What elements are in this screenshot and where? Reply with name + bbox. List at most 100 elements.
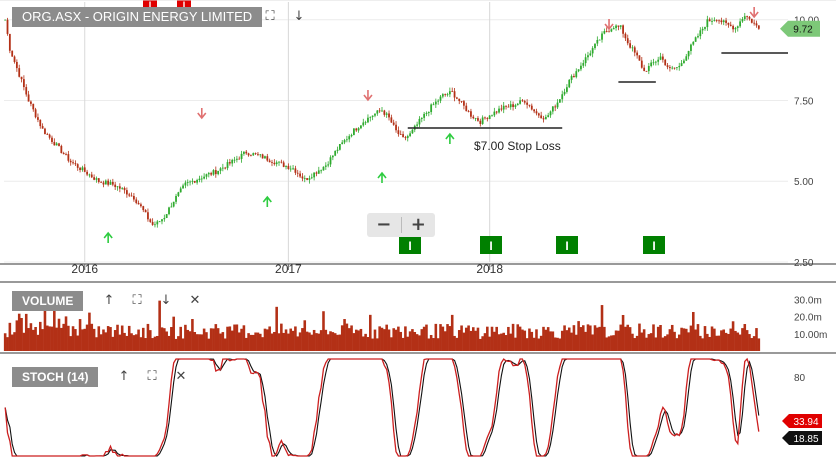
volume-arrow-up-icon[interactable]: ↑ bbox=[103, 293, 115, 308]
stoch-series bbox=[4, 357, 760, 457]
volume-bar bbox=[111, 336, 115, 351]
stoch-expand-icon[interactable]: ⛶ bbox=[147, 369, 157, 384]
volume-bar bbox=[378, 326, 381, 351]
expand-icon[interactable]: ⛶ bbox=[265, 9, 275, 24]
volume-bar bbox=[383, 329, 386, 351]
candle-body bbox=[678, 65, 681, 68]
volume-bar bbox=[230, 330, 234, 351]
volume-bar bbox=[6, 337, 9, 351]
volume-bar bbox=[116, 324, 119, 351]
event-marker-green: I bbox=[399, 236, 421, 254]
arrow-down-icon[interactable]: ↓ bbox=[293, 9, 305, 24]
volume-bar bbox=[397, 326, 400, 351]
candle-body bbox=[34, 109, 37, 118]
volume-bar bbox=[10, 334, 14, 351]
volume-arrow-down-icon[interactable]: ↓ bbox=[160, 293, 172, 308]
volume-bar bbox=[663, 336, 667, 351]
event-marker-green: I bbox=[643, 236, 665, 254]
candle-body bbox=[240, 153, 243, 159]
volume-bar bbox=[497, 334, 501, 351]
volume-bar bbox=[254, 332, 257, 351]
candle-body bbox=[268, 160, 271, 163]
volume-bar bbox=[638, 323, 641, 351]
volume-bar bbox=[347, 328, 351, 351]
stoch-arrow-up-icon[interactable]: ↑ bbox=[118, 369, 130, 384]
stoch-close-icon[interactable]: ✕ bbox=[175, 369, 187, 384]
volume-bar bbox=[596, 327, 599, 351]
volume-bar bbox=[490, 326, 494, 351]
volume-bar bbox=[60, 327, 63, 351]
volume-bar bbox=[607, 336, 611, 351]
candle-body bbox=[537, 113, 540, 116]
volume-bar bbox=[34, 327, 37, 351]
volume-bar bbox=[467, 325, 470, 351]
volume-bar bbox=[514, 337, 517, 351]
volume-bar bbox=[677, 334, 681, 351]
volume-bar bbox=[322, 311, 325, 351]
candle-body bbox=[755, 23, 758, 26]
candle-body bbox=[650, 62, 653, 66]
candle-body bbox=[444, 94, 447, 95]
volume-bar bbox=[259, 333, 262, 351]
candle-body bbox=[369, 116, 372, 118]
candle-body bbox=[343, 140, 346, 143]
candle-body bbox=[610, 29, 613, 32]
candle-body bbox=[137, 202, 140, 205]
candle-body bbox=[392, 122, 395, 125]
sell-signal-arrow bbox=[749, 7, 759, 19]
volume-bar bbox=[237, 332, 241, 351]
candle-body bbox=[605, 31, 608, 32]
candle-body bbox=[118, 186, 121, 189]
candle-body bbox=[757, 25, 760, 29]
candle-body bbox=[104, 180, 107, 185]
volume-bar bbox=[282, 332, 285, 351]
event-marker-label: I bbox=[489, 239, 492, 253]
candle-body bbox=[584, 57, 587, 64]
volume-bar bbox=[427, 338, 431, 351]
candle-body bbox=[125, 190, 128, 195]
candle-body bbox=[39, 119, 42, 127]
volume-close-icon[interactable]: ✕ bbox=[189, 293, 201, 308]
candle-body bbox=[385, 113, 388, 115]
candle-body bbox=[13, 56, 16, 62]
candle-body bbox=[526, 102, 529, 105]
candle-body bbox=[659, 56, 662, 60]
volume-bar bbox=[71, 326, 75, 351]
volume-bar bbox=[132, 335, 136, 351]
volume-bar bbox=[684, 328, 688, 351]
candle-body bbox=[704, 27, 706, 29]
volume-bar bbox=[235, 324, 239, 351]
candle-body bbox=[348, 136, 351, 140]
candle-body bbox=[434, 101, 437, 105]
candle-body bbox=[303, 178, 306, 179]
volume-bar bbox=[432, 338, 435, 351]
volume-bar bbox=[308, 332, 311, 351]
volume-bar bbox=[85, 324, 89, 351]
candle-body bbox=[364, 122, 367, 124]
volume-bar bbox=[273, 331, 276, 351]
candle-body bbox=[505, 105, 507, 107]
volume-bar bbox=[310, 334, 314, 351]
candle-body bbox=[189, 181, 191, 183]
candle-body bbox=[624, 33, 627, 39]
volume-bar bbox=[352, 333, 356, 351]
zoom-out-button[interactable]: − bbox=[376, 214, 392, 235]
volume-bar bbox=[228, 326, 232, 351]
candle-body bbox=[556, 102, 559, 108]
volume-bar bbox=[193, 332, 197, 351]
volume-bar bbox=[331, 332, 335, 351]
candle-body bbox=[547, 115, 550, 117]
volume-bar bbox=[212, 328, 215, 351]
volume-bar bbox=[612, 335, 616, 351]
volume-bar bbox=[22, 332, 26, 351]
stoch-k-tag bbox=[782, 414, 822, 428]
volume-bar bbox=[50, 326, 54, 351]
candle-body bbox=[210, 173, 213, 175]
candle-body bbox=[20, 76, 23, 80]
candle-body bbox=[521, 100, 524, 102]
volume-expand-icon[interactable]: ⛶ bbox=[132, 293, 142, 308]
zoom-in-button[interactable]: + bbox=[410, 214, 426, 235]
candle-body bbox=[306, 178, 309, 180]
candle-body bbox=[694, 37, 697, 42]
volume-bar bbox=[214, 324, 218, 351]
